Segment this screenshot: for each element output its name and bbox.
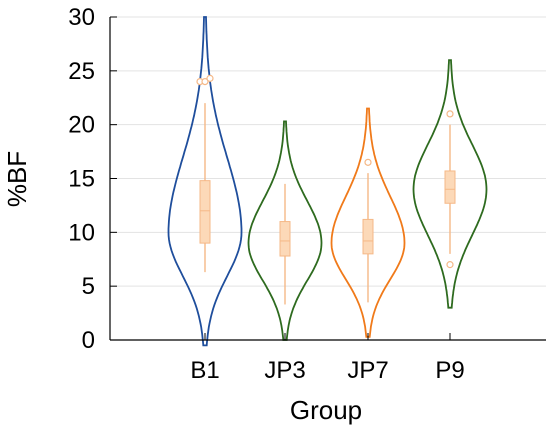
x-tick-label: JP3: [264, 357, 305, 384]
violin-outline: [167, 16, 243, 347]
violin-b1: [167, 16, 243, 347]
iqr-box: [362, 218, 374, 255]
outlier-point: [364, 158, 372, 166]
outlier-point: [206, 74, 214, 82]
y-tick-label: 0: [82, 327, 95, 354]
x-tick-label: P9: [435, 357, 464, 384]
y-tick-label: 15: [68, 166, 95, 193]
x-tick-label: JP7: [347, 357, 388, 384]
violin-outline: [412, 59, 488, 309]
violin-outline: [330, 107, 406, 338]
y-tick-label: 10: [68, 219, 95, 246]
violin-outline: [247, 120, 323, 341]
x-tick-label: B1: [190, 357, 219, 384]
outlier-point: [446, 261, 454, 269]
x-axis-title: Group: [290, 395, 362, 425]
axes: 0 5 10 15 20 25 30 B1 JP3 JP7 P9: [68, 4, 546, 384]
violin-p9: [412, 59, 488, 309]
grid-lines: [110, 16, 546, 341]
y-tick-label: 30: [68, 4, 95, 31]
y-tick-label: 25: [68, 58, 95, 85]
y-tick-label: 5: [82, 273, 95, 300]
iqr-box: [444, 170, 456, 204]
violin-jp3: [247, 120, 323, 341]
violin-jp7: [330, 107, 406, 338]
outlier-point: [201, 77, 209, 86]
y-axis-title: %BF: [2, 151, 32, 207]
y-tick-label: 20: [68, 112, 95, 139]
violins: [167, 16, 488, 347]
iqr-box: [199, 180, 211, 244]
outlier-point: [446, 110, 454, 118]
iqr-box: [279, 221, 291, 257]
